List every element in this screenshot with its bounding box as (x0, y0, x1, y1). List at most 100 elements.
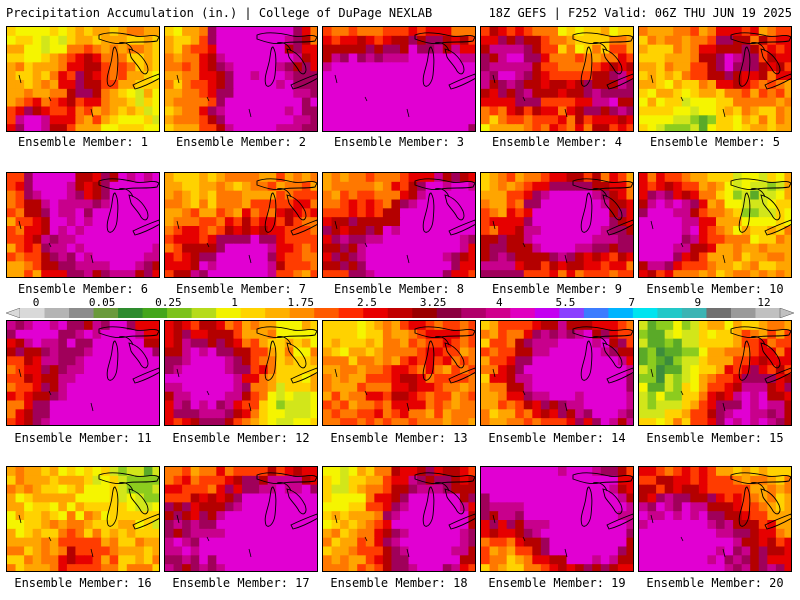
colorbar-max-arrow (779, 308, 794, 318)
colorbar-swatch (118, 308, 143, 318)
colorbar-tick-label: 0 (32, 296, 40, 309)
precipitation-field (481, 321, 633, 425)
colorbar-swatch (534, 308, 560, 318)
ensemble-member-label: Ensemble Member: 20 (646, 576, 784, 590)
colorbar-swatch (265, 308, 291, 318)
ensemble-member-label: Ensemble Member: 17 (172, 576, 310, 590)
ensemble-map-6 (6, 172, 160, 278)
precipitation-field (481, 173, 633, 277)
colorbar-tick-label: 4 (495, 296, 503, 309)
colorbar-swatch (93, 308, 119, 318)
ensemble-map-19 (480, 466, 634, 572)
great-lakes-outline (176, 326, 317, 412)
precipitation-colorbar: 0 0.05 0.25 1 1.75 2.5 3.25 4 5.5 7 9 12 (6, 296, 794, 318)
colorbar-swatch (755, 308, 781, 318)
ensemble-member-label: Ensemble Member: 3 (333, 135, 465, 149)
ensemble-member-label: Ensemble Member: 4 (491, 135, 623, 149)
precipitation-field (323, 321, 475, 425)
colorbar-swatch (559, 308, 585, 318)
great-lakes-outline (176, 178, 317, 264)
great-lakes-outline (334, 178, 475, 264)
precipitation-field (165, 27, 317, 131)
ensemble-map-18 (322, 466, 476, 572)
colorbar-tick-label: 9 (694, 296, 702, 309)
ensemble-member-label: Ensemble Member: 9 (491, 282, 623, 296)
great-lakes-outline (334, 472, 475, 558)
precipitation-field (639, 173, 791, 277)
model-run-info: 18Z GEFS | F252 Valid: 06Z THU JUN 19 20… (488, 6, 792, 20)
great-lakes-outline (18, 326, 159, 412)
ensemble-map-1 (6, 26, 160, 132)
ensemble-member-label: Ensemble Member: 7 (175, 282, 307, 296)
colorbar-swatch (44, 308, 70, 318)
great-lakes-outline (492, 32, 633, 118)
great-lakes-outline (18, 32, 159, 118)
colorbar-swatch (191, 308, 217, 318)
ensemble-map-7 (164, 172, 318, 278)
great-lakes-outline (176, 472, 317, 558)
ensemble-map-4 (480, 26, 634, 132)
great-lakes-outline (492, 178, 633, 264)
colorbar-swatch (338, 308, 364, 318)
colorbar-tick-label: 5.5 (555, 296, 576, 309)
ensemble-member-label: Ensemble Member: 10 (646, 282, 784, 296)
ensemble-map-8 (322, 172, 476, 278)
colorbar-tick-label: 0.25 (155, 296, 182, 309)
precipitation-field (639, 321, 791, 425)
colorbar-swatch (657, 308, 683, 318)
ensemble-member-label: Ensemble Member: 12 (172, 431, 310, 445)
precipitation-field (7, 467, 159, 571)
great-lakes-outline (18, 178, 159, 264)
great-lakes-outline (334, 32, 475, 118)
colorbar-swatch (314, 308, 340, 318)
colorbar-swatch (632, 308, 658, 318)
ensemble-member-label: Ensemble Member: 8 (333, 282, 465, 296)
ensemble-map-5 (638, 26, 792, 132)
precipitation-field (323, 467, 475, 571)
precipitation-field (481, 467, 633, 571)
colorbar-swatch (20, 308, 45, 318)
ensemble-member-label: Ensemble Member: 6 (17, 282, 149, 296)
precipitation-field (639, 467, 791, 571)
colorbar-swatch (167, 308, 193, 318)
great-lakes-outline (176, 32, 317, 118)
ensemble-map-3 (322, 26, 476, 132)
colorbar-tick-label: 3.25 (419, 296, 447, 309)
ensemble-member-label: Ensemble Member: 14 (488, 431, 626, 445)
ensemble-member-label: Ensemble Member: 2 (175, 135, 307, 149)
colorbar-swatch (387, 308, 413, 318)
colorbar-swatch (69, 308, 94, 318)
colorbar-swatch (216, 308, 242, 318)
ensemble-member-label: Ensemble Member: 18 (330, 576, 468, 590)
great-lakes-outline (334, 326, 475, 412)
colorbar-swatch (363, 308, 389, 318)
ensemble-map-17 (164, 466, 318, 572)
ensemble-member-label: Ensemble Member: 5 (649, 135, 781, 149)
ensemble-map-2 (164, 26, 318, 132)
ensemble-member-label: Ensemble Member: 16 (14, 576, 152, 590)
colorbar-swatch (706, 308, 732, 318)
ensemble-map-13 (322, 320, 476, 426)
colorbar-swatch (436, 308, 462, 318)
colorbar-tick-label: 7 (628, 296, 635, 309)
colorbar-min-arrow (6, 308, 21, 318)
precipitation-field (481, 27, 633, 131)
precipitation-field (639, 27, 791, 131)
colorbar-swatch (608, 308, 634, 318)
precipitation-field (7, 27, 159, 131)
precipitation-field (323, 27, 475, 131)
colorbar-swatch (142, 308, 168, 318)
ensemble-member-label: Ensemble Member: 1 (17, 135, 149, 149)
great-lakes-outline (650, 178, 791, 264)
colorbar-swatch (412, 308, 438, 318)
great-lakes-outline (492, 472, 633, 558)
precipitation-field (165, 467, 317, 571)
ensemble-member-label: Ensemble Member: 11 (14, 431, 152, 445)
precipitation-field (165, 321, 317, 425)
ensemble-member-label: Ensemble Member: 13 (330, 431, 468, 445)
great-lakes-outline (650, 472, 791, 558)
ensemble-map-9 (480, 172, 634, 278)
colorbar-swatch (240, 308, 266, 318)
great-lakes-outline (650, 32, 791, 118)
ensemble-map-11 (6, 320, 160, 426)
